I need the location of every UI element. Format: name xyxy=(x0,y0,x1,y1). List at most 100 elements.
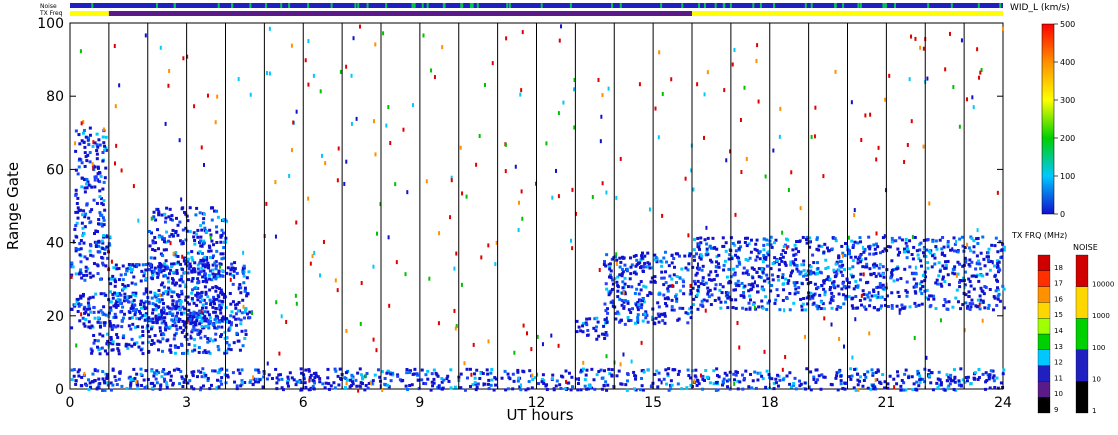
echo-cell xyxy=(171,278,175,282)
echo-cell xyxy=(128,311,132,315)
echo-cell xyxy=(925,248,929,252)
echo-cell xyxy=(361,377,365,381)
echo-cell xyxy=(93,141,97,145)
echo-cell xyxy=(490,367,494,371)
echo-cell xyxy=(155,321,159,325)
echo-cell xyxy=(986,373,990,377)
echo-cell xyxy=(856,378,860,382)
echo-cell xyxy=(773,241,777,245)
echo-cell xyxy=(722,377,726,381)
echo-cell xyxy=(401,378,405,382)
noise-bar-mark xyxy=(773,3,776,8)
echo-cell xyxy=(79,239,83,243)
echo-dot xyxy=(182,56,185,61)
freq-colorbar-tick-label: 9 xyxy=(1054,406,1058,414)
echo-cell xyxy=(141,330,145,334)
echo-cell xyxy=(214,317,218,321)
echo-cell xyxy=(111,326,115,330)
echo-cell xyxy=(74,224,78,228)
echo-cell xyxy=(420,368,424,372)
echo-cell xyxy=(636,316,640,320)
echo-cell xyxy=(956,300,960,304)
echo-dot xyxy=(504,142,507,147)
echo-cell xyxy=(478,376,482,380)
echo-cell xyxy=(854,294,858,298)
echo-dot xyxy=(214,120,217,125)
echo-cell xyxy=(186,271,190,275)
x-tick-label: 0 xyxy=(66,395,75,411)
echo-cell xyxy=(672,273,676,277)
echo-cell xyxy=(511,387,515,391)
echo-cell xyxy=(808,297,812,301)
echo-cell xyxy=(934,245,938,249)
echo-cell xyxy=(182,328,186,332)
echo-cell xyxy=(701,377,705,381)
echo-cell xyxy=(693,282,697,286)
echo-cell xyxy=(184,226,188,230)
echo-cell xyxy=(740,373,744,377)
echo-dot xyxy=(853,208,856,213)
echo-cell xyxy=(688,252,692,256)
echo-dot xyxy=(374,42,377,47)
echo-cell xyxy=(257,370,261,374)
echo-cell xyxy=(587,383,591,387)
echo-cell xyxy=(174,230,178,234)
echo-cell xyxy=(481,371,485,375)
echo-dot xyxy=(118,83,121,88)
echo-cell xyxy=(794,387,798,391)
echo-cell xyxy=(992,379,996,383)
echo-cell xyxy=(267,373,271,377)
echo-cell xyxy=(219,306,223,310)
echo-cell xyxy=(745,244,749,248)
echo-dot xyxy=(159,45,162,50)
echo-cell xyxy=(170,232,174,236)
echo-cell xyxy=(200,291,204,295)
echo-cell xyxy=(623,282,627,286)
echo-cell xyxy=(116,347,120,351)
echo-cell xyxy=(734,306,738,310)
echo-dot xyxy=(455,251,458,256)
echo-cell xyxy=(960,235,964,239)
echo-cell xyxy=(149,256,153,260)
echo-cell xyxy=(88,133,92,137)
echo-cell xyxy=(826,266,830,270)
echo-cell xyxy=(550,377,554,381)
echo-cell xyxy=(218,320,222,324)
echo-cell xyxy=(667,284,671,288)
echo-cell xyxy=(639,306,643,310)
echo-cell xyxy=(906,247,910,251)
echo-dot xyxy=(150,216,153,221)
echo-cell xyxy=(954,388,958,392)
echo-dot xyxy=(781,367,784,372)
echo-dot xyxy=(350,73,353,78)
echo-dot xyxy=(574,211,577,216)
echo-cell xyxy=(809,280,813,284)
echo-dot xyxy=(703,135,706,140)
echo-cell xyxy=(609,289,613,293)
echo-cell xyxy=(592,378,596,382)
echo-cell xyxy=(299,380,303,384)
echo-cell xyxy=(165,385,169,389)
echo-cell xyxy=(245,292,249,296)
echo-cell xyxy=(336,374,340,378)
echo-dot xyxy=(72,239,75,244)
echo-cell xyxy=(734,298,738,302)
echo-cell xyxy=(198,300,202,304)
echo-cell xyxy=(982,292,986,296)
echo-cell xyxy=(108,322,112,326)
echo-cell xyxy=(203,255,207,259)
echo-cell xyxy=(157,211,161,215)
echo-cell xyxy=(975,305,979,309)
echo-cell xyxy=(620,272,624,276)
echo-cell xyxy=(767,253,771,257)
echo-cell xyxy=(230,310,234,314)
echo-cell xyxy=(100,224,104,228)
echo-cell xyxy=(874,371,878,375)
echo-cell xyxy=(585,387,589,391)
echo-cell xyxy=(770,283,774,287)
echo-cell xyxy=(194,311,198,315)
echo-cell xyxy=(84,212,88,216)
echo-cell xyxy=(77,133,81,137)
echo-cell xyxy=(728,253,732,257)
echo-cell xyxy=(97,244,101,248)
